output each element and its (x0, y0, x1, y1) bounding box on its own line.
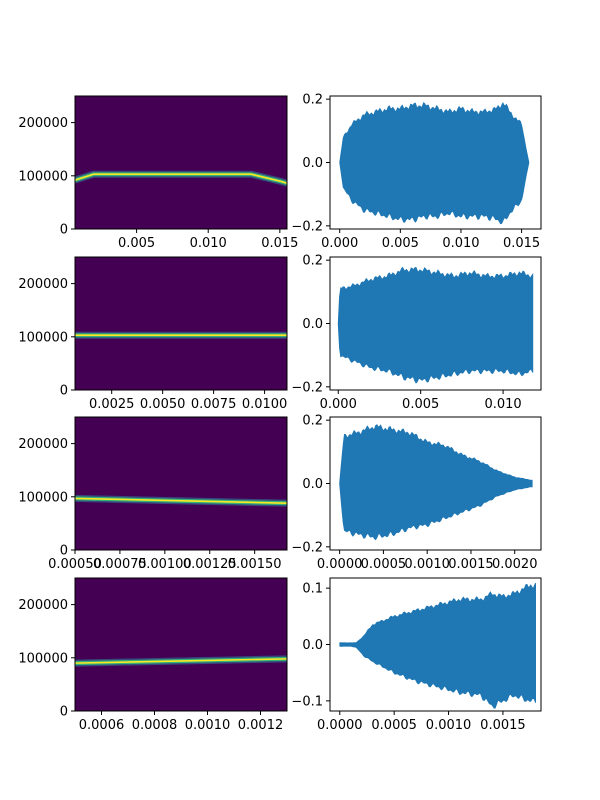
spectrogram-background (75, 417, 287, 550)
x-tick-label: 0.005 (118, 236, 155, 251)
y-tick-label: −0.2 (291, 219, 323, 234)
x-tick-label: 0.0100 (242, 397, 288, 412)
y-tick-label: 0.0 (302, 317, 323, 332)
x-tick-label: 0.0000 (317, 557, 363, 572)
y-tick-label: 0 (60, 384, 68, 399)
x-tick-label: 0.0075 (191, 397, 237, 412)
subplot-7: 0.0006 0.0008 0.0010 0.0012 0 100000 200000 (18, 577, 288, 733)
spectrogram-ridge-2 (75, 173, 287, 185)
x-tick-label: 0.0025 (89, 397, 135, 412)
x-tick-label: 0.0015 (448, 557, 494, 572)
waveform-envelope (339, 582, 536, 709)
subplot-3: 0.0025 0.0050 0.0075 0.0100 0 100000 200000 (18, 256, 288, 412)
subplot-2: 0.000 0.005 0.010 0.015 −0.2 0.0 0.2 (291, 93, 542, 251)
x-tick-label: 0.0020 (492, 557, 538, 572)
spectrogram-background (75, 257, 287, 390)
x-tick-label: 0.0010 (404, 557, 450, 572)
y-tick-label: 200000 (18, 116, 68, 131)
spectrogram-background (75, 96, 287, 229)
y-tick-label: 0.2 (302, 414, 323, 429)
axes-frame (74, 95, 288, 230)
x-tick-label: 0.0015 (480, 718, 526, 733)
axes-frame (74, 416, 288, 551)
axes-frame (74, 256, 288, 391)
subplot-1: 0.005 0.010 0.015 0 100000 200000 (18, 95, 298, 251)
x-tick-label: 0.015 (261, 236, 298, 251)
x-tick-label: 0.010 (484, 397, 521, 412)
x-tick-label: 0.000 (320, 397, 357, 412)
spectrogram-ridge-2 (75, 497, 287, 504)
subplot-8: 0.0000 0.0005 0.0010 0.0015 −0.1 0.0 0.1 (291, 577, 542, 733)
y-tick-label: 100000 (18, 651, 68, 666)
x-tick-label: 0.005 (402, 397, 439, 412)
x-tick-label: 0.010 (190, 236, 227, 251)
x-tick-label: 0.00150 (228, 557, 282, 572)
x-tick-label: 0.0006 (79, 718, 125, 733)
y-tick-label: −0.2 (291, 380, 323, 395)
x-tick-label: 0.0008 (132, 718, 178, 733)
y-tick-label: 0.0 (302, 477, 323, 492)
y-tick-label: −0.1 (291, 694, 323, 709)
x-tick-label: 0.015 (503, 236, 540, 251)
subplot-4: 0.000 0.005 0.010 −0.2 0.0 0.2 (291, 254, 542, 412)
subplot-6: 0.00000.00050.00100.00150.0020 −0.2 0.0 0.2 (291, 414, 542, 572)
x-tick-label: 0.0010 (426, 718, 472, 733)
axes-frame (74, 577, 288, 712)
waveform-envelope (339, 424, 533, 541)
x-tick-label: 0.0012 (238, 718, 284, 733)
x-tick-label: 0.010 (442, 236, 479, 251)
waveform-envelope (339, 102, 530, 225)
y-tick-label: 200000 (18, 277, 68, 292)
x-tick-label: 0.00075 (93, 557, 147, 572)
y-tick-label: −0.2 (291, 540, 323, 555)
y-tick-label: 200000 (18, 437, 68, 452)
x-tick-label: 0.005 (382, 236, 419, 251)
x-tick-label: 0.00125 (183, 557, 237, 572)
x-tick-label: 0.00100 (138, 557, 192, 572)
x-tick-label: 0.0000 (317, 718, 363, 733)
y-tick-label: 0 (60, 223, 68, 238)
y-tick-label: 0.0 (302, 638, 323, 653)
x-tick-label: 0.000 (321, 236, 358, 251)
x-tick-label: 0.0010 (185, 718, 231, 733)
y-tick-label: 0.0 (302, 156, 323, 171)
y-tick-label: 0 (60, 705, 68, 720)
y-tick-label: 0 (60, 544, 68, 559)
y-tick-label: 100000 (18, 330, 68, 345)
waveform-envelope (337, 266, 534, 384)
spectrogram-background (75, 578, 287, 711)
x-tick-label: 0.0005 (361, 557, 407, 572)
x-tick-label: 0.0005 (371, 718, 417, 733)
y-tick-label: 0.2 (302, 254, 323, 269)
y-tick-label: 0.1 (302, 582, 323, 597)
x-tick-label: 0.00050 (48, 557, 102, 572)
y-tick-label: 200000 (18, 598, 68, 613)
y-tick-label: 100000 (18, 490, 68, 505)
y-tick-label: 100000 (18, 169, 68, 184)
spectrogram-ridge-2 (75, 658, 287, 664)
y-tick-label: 0.2 (302, 93, 323, 108)
x-tick-label: 0.0050 (140, 397, 186, 412)
